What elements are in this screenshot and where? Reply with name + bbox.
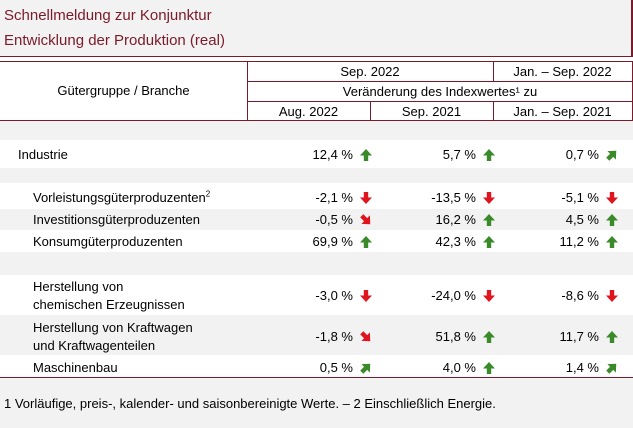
value-sep-2021: 16,2 % — [435, 212, 476, 227]
trend-arrow-icon — [483, 290, 495, 302]
header-vline-a — [247, 61, 248, 120]
header-line-2 — [247, 101, 633, 102]
row-label: Industrie — [18, 147, 68, 162]
row-label: Maschinenbau — [33, 360, 118, 375]
value-aug-2022: 69,9 % — [312, 234, 353, 249]
col-subheader: Veränderung des Indexwertes¹ zu — [342, 84, 538, 99]
row-label-line2: und Kraftwagenteilen — [33, 338, 156, 353]
trend-arrow-icon — [360, 331, 371, 342]
footnote-ref: 2 — [205, 189, 211, 199]
col-header-sep-2022: Sep. 2022 — [340, 64, 400, 79]
trend-arrow-icon — [483, 331, 495, 343]
trend-arrow-icon — [606, 150, 617, 161]
trend-arrow-icon — [483, 362, 495, 374]
row-label: Konsumgüterproduzenten — [33, 234, 183, 249]
table-row-bg — [0, 315, 633, 355]
spacer-band — [0, 252, 633, 275]
trend-arrow-icon — [360, 236, 372, 248]
col-header-sep-2021: Sep. 2021 — [401, 104, 462, 119]
value-sep-2021: 42,3 % — [435, 234, 476, 249]
value-sep-2021: -13,5 % — [431, 190, 476, 205]
header-vline-d — [493, 101, 494, 120]
trend-arrow-icon — [606, 192, 618, 204]
header-top-line — [0, 61, 633, 62]
value-sep-2021: 4,0 % — [442, 360, 476, 375]
value-sep-2021: -24,0 % — [431, 288, 476, 303]
value-aug-2022: -2,1 % — [315, 190, 353, 205]
value-jan-sep-2021: 11,2 % — [559, 234, 599, 249]
header-vline-c — [370, 101, 371, 120]
row-label: Investitionsgüterproduzenten — [33, 212, 200, 227]
col-header-aug-2022: Aug. 2022 — [278, 104, 339, 119]
trend-arrow-icon — [606, 290, 618, 302]
header-bottom-line — [0, 120, 633, 121]
value-sep-2021: 51,8 % — [435, 329, 476, 344]
trend-arrow-icon — [606, 363, 617, 374]
row-label-line1: Herstellung von Kraftwagen — [33, 320, 193, 335]
value-aug-2022: -1,8 % — [315, 329, 353, 344]
value-jan-sep-2021: 0,7 % — [565, 147, 599, 162]
trend-arrow-icon — [360, 192, 372, 204]
col-header-category: Gütergruppe / Branche — [57, 83, 190, 98]
spacer-band — [0, 121, 633, 140]
value-sep-2021: 5,7 % — [442, 147, 476, 162]
value-jan-sep-2021: 1,4 % — [565, 360, 599, 375]
value-jan-sep-2021: 4,5 % — [565, 212, 599, 227]
report-subtitle: Entwicklung der Produktion (real) — [4, 32, 225, 49]
trend-arrow-icon — [606, 236, 618, 248]
trend-arrow-icon — [360, 149, 372, 161]
trend-arrow-icon — [483, 149, 495, 161]
trend-arrow-icon — [483, 236, 495, 248]
table-row-bg — [0, 209, 633, 230]
trend-arrow-icon — [360, 363, 371, 374]
value-aug-2022: 0,5 % — [319, 360, 353, 375]
col-header-jan-sep-2022: Jan. – Sep. 2022 — [513, 64, 612, 79]
header-line-1 — [247, 81, 633, 82]
value-aug-2022: 12,4 % — [312, 147, 353, 162]
footnote: 1 Vorläufige, preis-, kalender- und sais… — [4, 396, 496, 411]
trend-arrow-icon — [360, 290, 372, 302]
footer-band — [0, 377, 633, 428]
trend-arrow-icon — [360, 214, 371, 225]
report-title: Schnellmeldung zur Konjunktur — [4, 7, 212, 24]
value-aug-2022: -0,5 % — [315, 212, 353, 227]
value-aug-2022: -3,0 % — [315, 288, 353, 303]
row-label-line2: chemischen Erzeugnissen — [33, 297, 185, 312]
value-jan-sep-2021: -8,6 % — [561, 288, 599, 303]
spacer-band — [0, 168, 633, 183]
table-bottom-line — [0, 377, 633, 378]
trend-arrow-icon — [483, 214, 495, 226]
value-jan-sep-2021: -5,1 % — [561, 190, 599, 205]
report-header: Schnellmeldung zur Konjunktur Entwicklun… — [0, 0, 633, 57]
header-vline-b — [493, 61, 494, 81]
trend-arrow-icon — [606, 214, 618, 226]
row-label: Vorleistungsgüterproduzenten2 — [33, 189, 211, 205]
value-jan-sep-2021: 11,7 % — [559, 329, 599, 344]
trend-arrow-icon — [606, 331, 618, 343]
row-label-line1: Herstellung von — [33, 279, 124, 294]
trend-arrow-icon — [483, 192, 495, 204]
col-header-jan-sep-2021: Jan. – Sep. 2021 — [513, 104, 612, 119]
